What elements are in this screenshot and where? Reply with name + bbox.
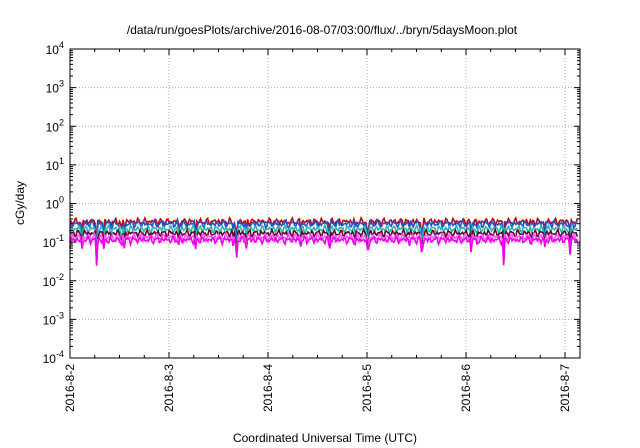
x-tick-label: 2016-8-3 [162, 364, 176, 412]
y-tick-label: 104 [46, 40, 64, 57]
x-axis-ticks: 2016-8-2 2016-8-3 2016-8-4 2016-8-5 2016-8-6… [63, 49, 572, 412]
y-tick-label: 103 [46, 79, 64, 96]
series-line [69, 233, 579, 266]
chart-title: /data/run/goesPlots/archive/2016-08-07/0… [127, 23, 518, 37]
x-tick-label: 2016-8-6 [459, 364, 473, 412]
y-tick-label: 102 [46, 117, 64, 134]
grid [70, 49, 580, 358]
x-tick-label: 2016-8-7 [558, 364, 572, 412]
x-tick-label: 2016-8-5 [360, 364, 374, 412]
y-tick-label: 10-1 [43, 233, 64, 250]
series-line [69, 222, 579, 257]
x-axis-label: Coordinated Universal Time (UTC) [233, 431, 417, 445]
y-tick-label: 10-3 [43, 310, 64, 327]
y-tick-label: 101 [46, 156, 64, 173]
series-line [69, 217, 578, 251]
y-axis-label: cGy/day [13, 181, 27, 225]
series-group [69, 215, 579, 266]
x-tick-label: 2016-8-4 [261, 364, 275, 412]
x-tick-label: 2016-8-2 [63, 364, 77, 412]
series-line [69, 230, 579, 265]
y-axis-ticks: 104 103 102 101 100 10-1 10-2 10-3 10-4 [43, 40, 580, 366]
y-tick-label: 100 [46, 195, 64, 212]
y-tick-label: 10-4 [43, 349, 64, 366]
series-line [69, 226, 579, 261]
y-tick-label: 10-2 [43, 272, 64, 289]
